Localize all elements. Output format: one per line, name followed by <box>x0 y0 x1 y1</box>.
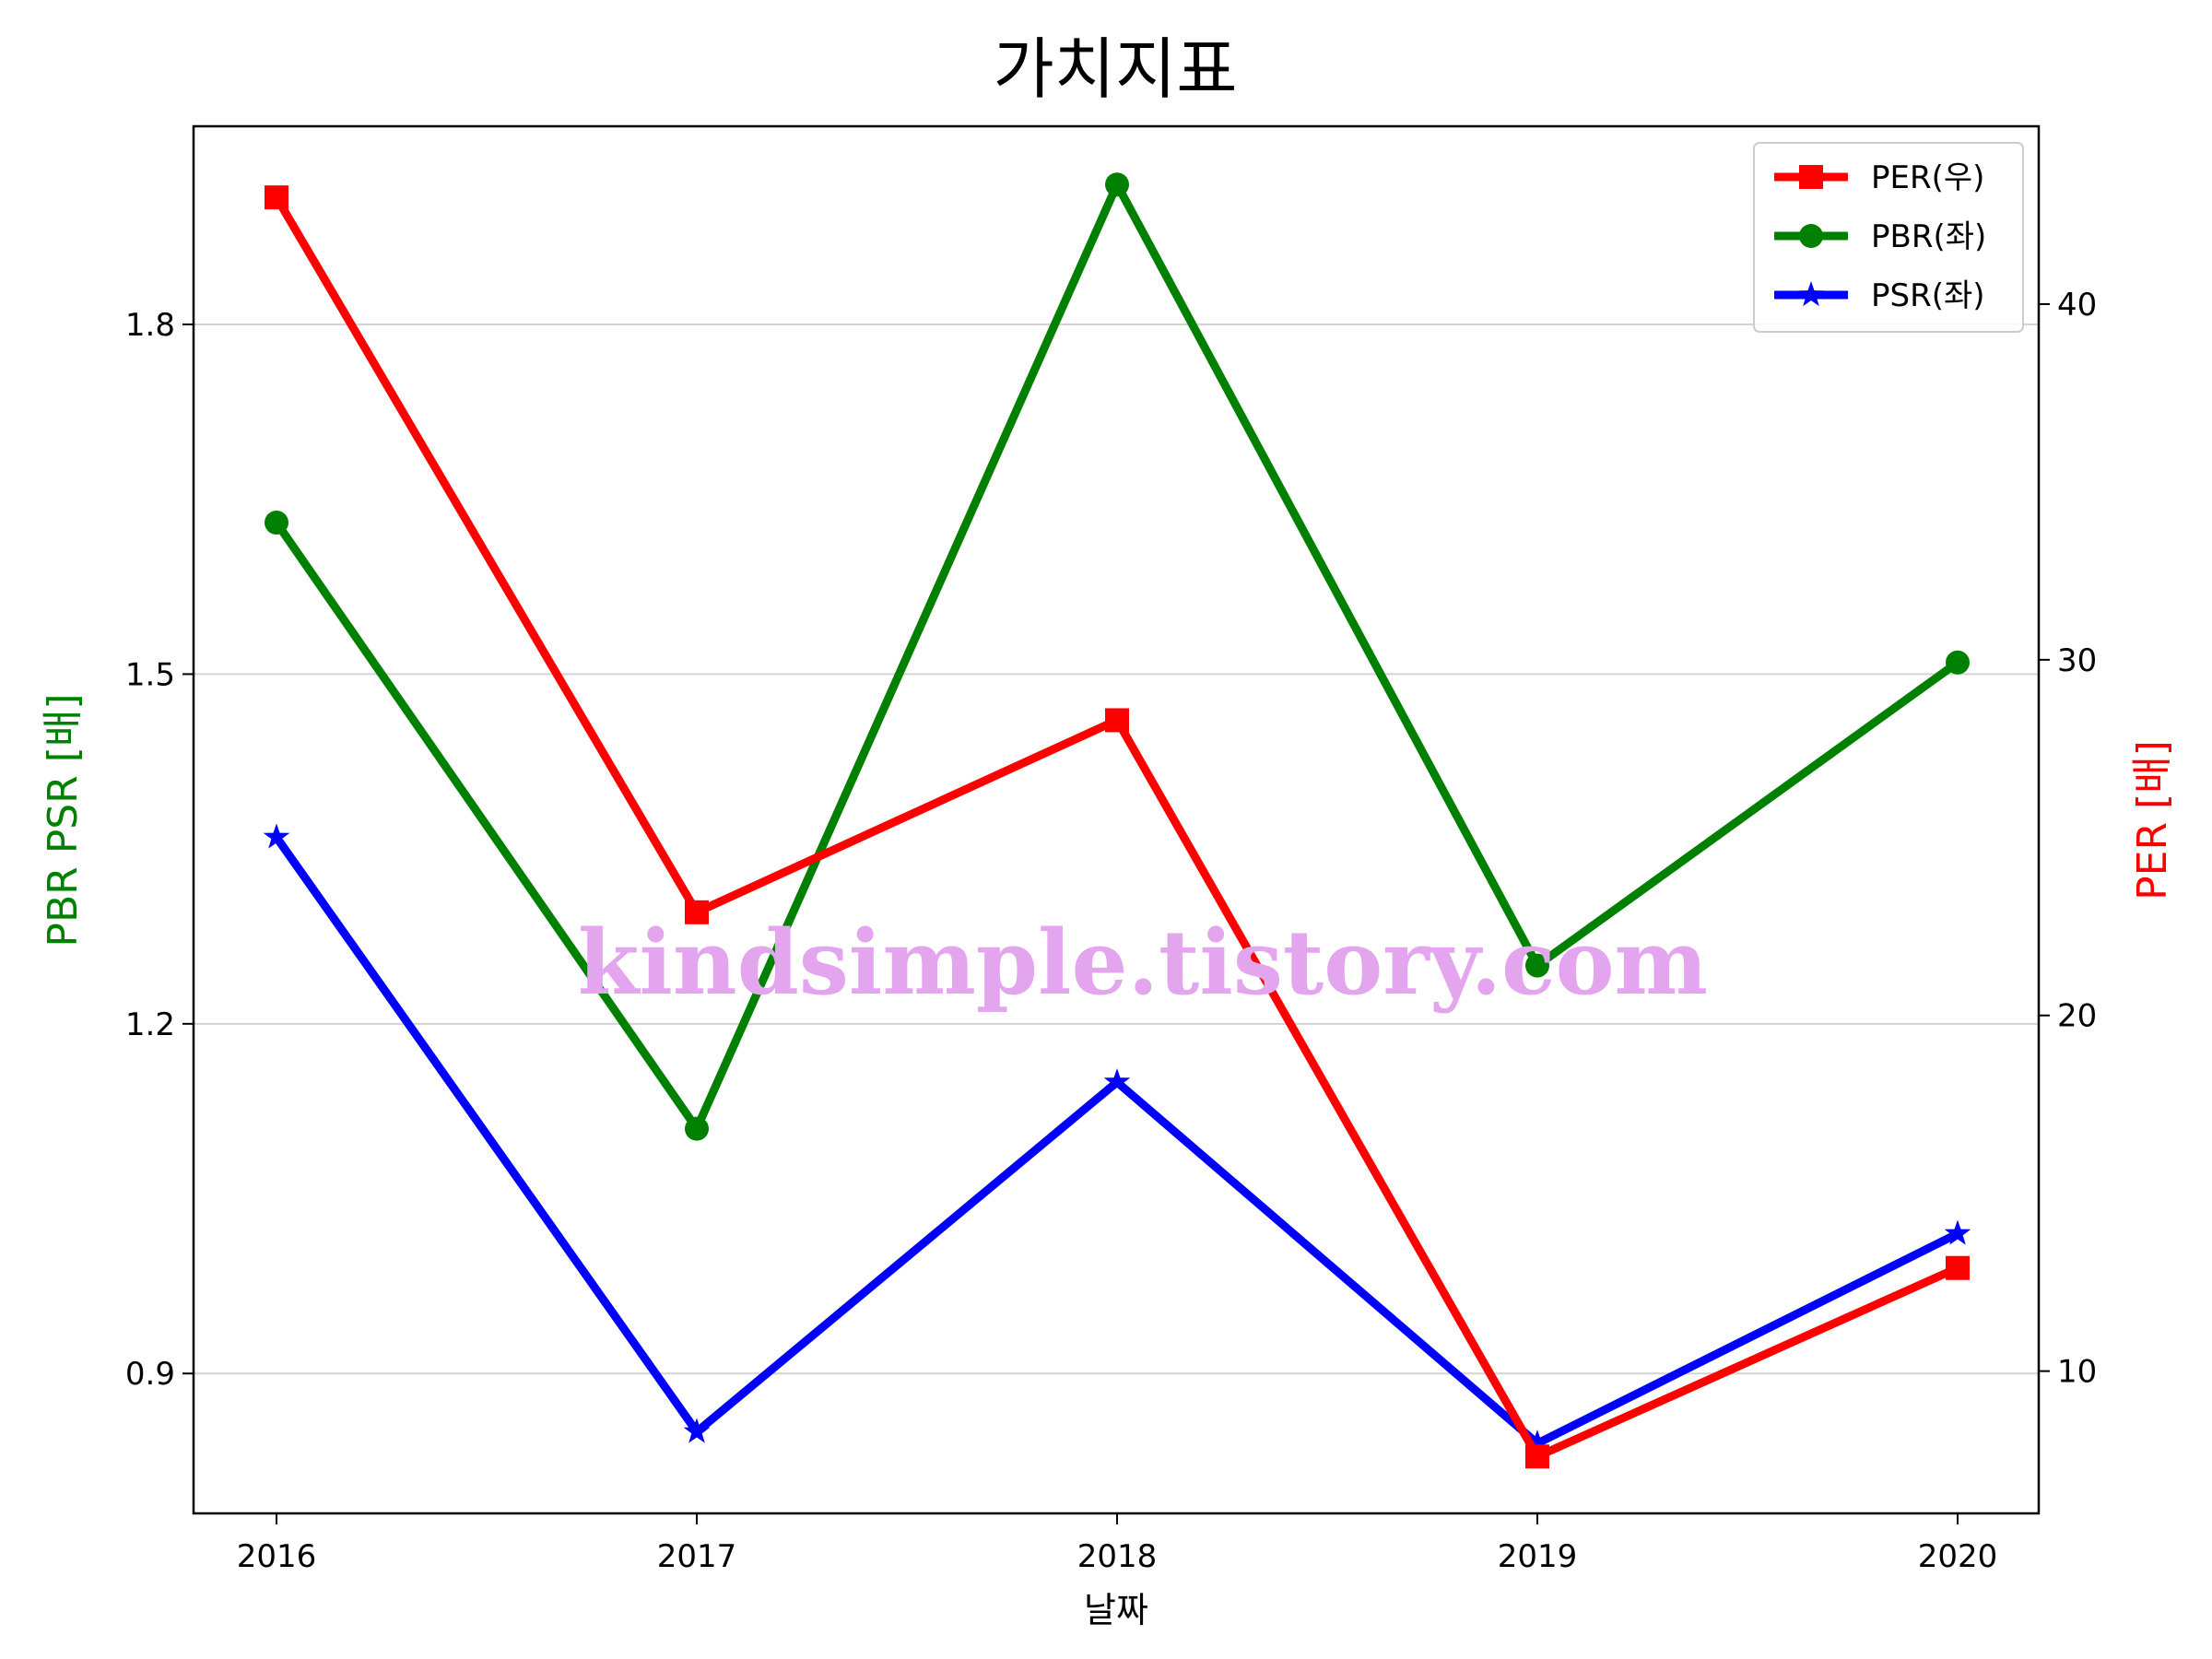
per-point <box>1946 1255 1970 1280</box>
left-axis-ticks: 0.9 1.2 1.5 1.8 <box>125 307 194 1393</box>
per-line <box>273 194 1959 1461</box>
legend-label-psr: PSR(좌) <box>1871 277 1985 314</box>
legend-label-per: PER(우) <box>1871 159 1984 196</box>
chart-title: 가치지표 <box>994 30 1238 108</box>
psr-series <box>263 823 1971 1455</box>
x-axis-label: 날짜 <box>1084 1590 1148 1630</box>
pbr-point <box>685 1116 709 1141</box>
pbr-point <box>1525 953 1549 978</box>
plot-frame <box>192 124 2041 1515</box>
legend-marker-per <box>1799 165 1823 189</box>
x-tick-label: 2019 <box>1498 1538 1578 1575</box>
per-series <box>265 185 1970 1469</box>
psr-point <box>683 1418 711 1443</box>
right-tick-label: 40 <box>2057 287 2097 324</box>
x-tick-label: 2018 <box>1077 1538 1158 1575</box>
right-tick-label: 30 <box>2057 642 2097 679</box>
legend: PER(우) PBR(좌) PSR(좌) <box>1753 142 2024 333</box>
pbr-point <box>265 511 288 535</box>
x-tick-label: 2017 <box>657 1538 737 1575</box>
left-tick-label: 0.9 <box>125 1356 175 1393</box>
legend-marker-pbr <box>1799 224 1823 248</box>
pbr-series <box>265 172 1970 1141</box>
pbr-point <box>1105 172 1129 197</box>
watermark-text: kindsimple.tistory.com <box>578 911 1708 1015</box>
legend-marker-psr <box>1797 281 1825 307</box>
pbr-point <box>1946 650 1970 675</box>
per-point <box>265 185 288 210</box>
x-tick-label: 2020 <box>1918 1538 1998 1575</box>
x-axis-ticks: 2016 2017 2018 2019 2020 <box>237 1513 1998 1575</box>
psr-point <box>1103 1068 1131 1094</box>
right-axis-ticks: 10 20 30 40 <box>2039 287 2097 1391</box>
left-tick-label: 1.8 <box>125 307 175 344</box>
gridlines <box>194 324 2039 1375</box>
per-point <box>1105 708 1129 733</box>
psr-point <box>1944 1219 1971 1245</box>
psr-point <box>1524 1430 1551 1455</box>
left-tick-label: 1.5 <box>125 656 175 693</box>
left-tick-label: 1.2 <box>125 1006 175 1043</box>
per-point <box>1525 1444 1549 1469</box>
right-tick-label: 10 <box>2057 1354 2097 1391</box>
x-tick-label: 2016 <box>237 1538 317 1575</box>
psr-point <box>263 823 290 849</box>
legend-box <box>1753 142 2024 333</box>
series-layer <box>263 172 1971 1469</box>
legend-label-pbr: PBR(좌) <box>1871 218 1986 255</box>
right-tick-label: 20 <box>2057 998 2097 1035</box>
left-axis-label: PBR PSR [배] <box>40 693 87 947</box>
right-axis-label: PER [배] <box>2129 740 2176 900</box>
per-point <box>685 900 709 924</box>
